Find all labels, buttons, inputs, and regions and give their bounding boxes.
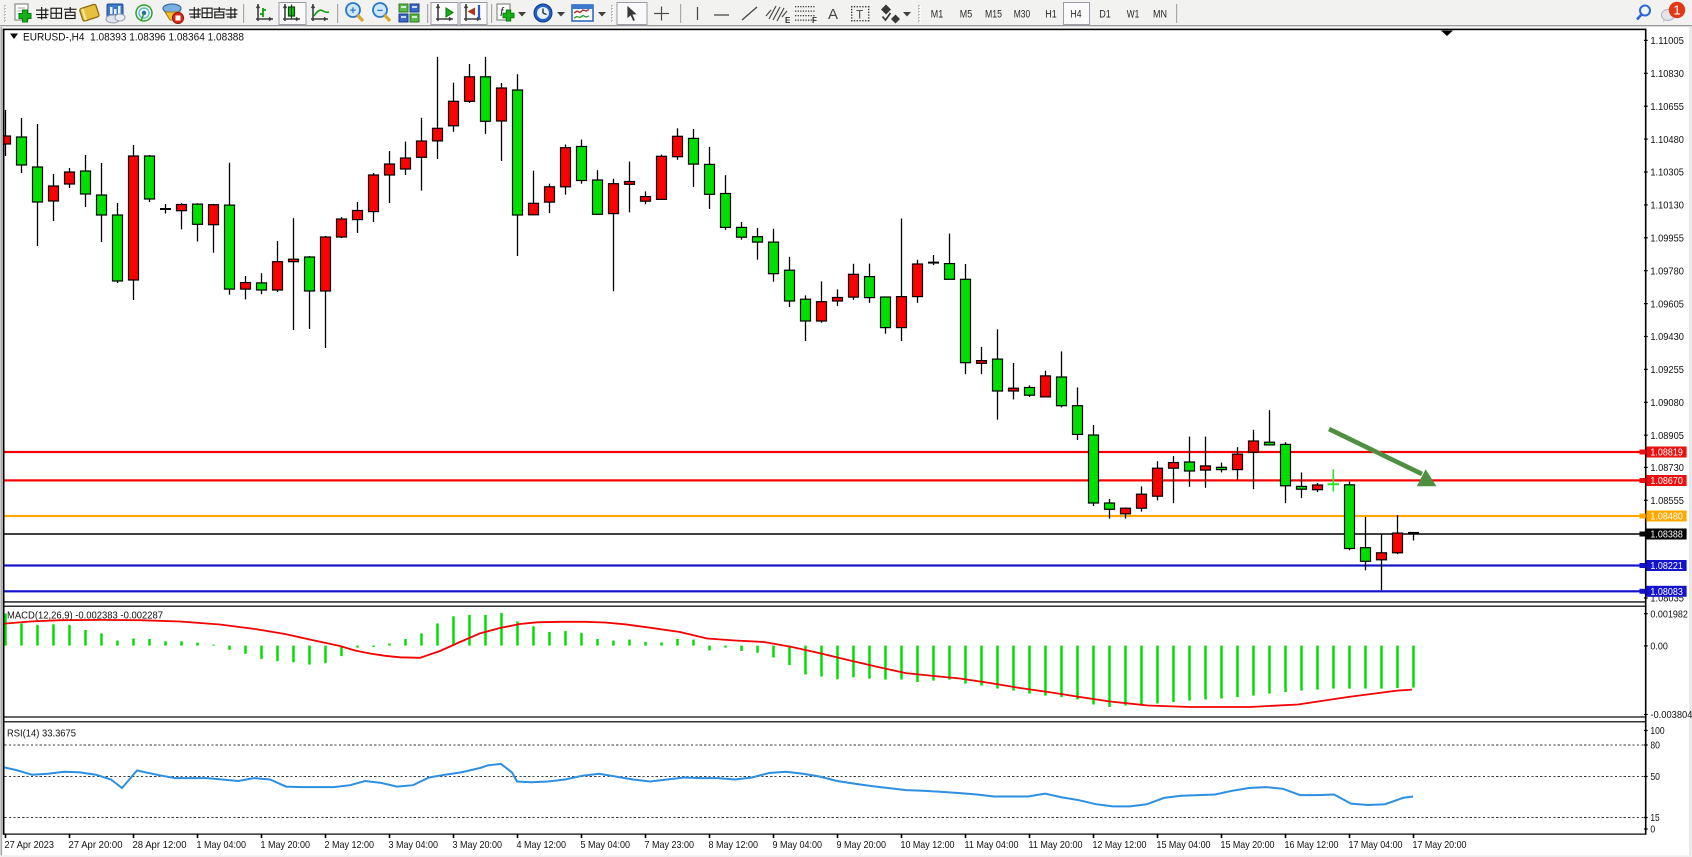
svg-text:15: 15 <box>1650 813 1660 824</box>
svg-text:16 May 12:00: 16 May 12:00 <box>1285 840 1339 851</box>
svg-text:0.001982: 0.001982 <box>1650 609 1688 620</box>
svg-text:50: 50 <box>1650 772 1660 783</box>
svg-text:W1: W1 <box>1127 9 1140 21</box>
svg-text:11 May 20:00: 11 May 20:00 <box>1029 840 1083 851</box>
svg-text:1.10130: 1.10130 <box>1650 201 1684 212</box>
svg-text:1 May 04:00: 1 May 04:00 <box>197 840 247 851</box>
svg-text:1.09605: 1.09605 <box>1650 299 1684 310</box>
svg-text:1.09430: 1.09430 <box>1650 332 1684 343</box>
svg-text:15 May 20:00: 15 May 20:00 <box>1221 840 1275 851</box>
svg-text:1.10480: 1.10480 <box>1650 135 1684 146</box>
svg-text:1.08555: 1.08555 <box>1650 496 1684 507</box>
svg-text:3 May 04:00: 3 May 04:00 <box>389 840 439 851</box>
svg-text:E: E <box>785 16 791 25</box>
svg-text:5 May 04:00: 5 May 04:00 <box>581 840 631 851</box>
svg-text:9 May 20:00: 9 May 20:00 <box>837 840 887 851</box>
svg-text:H4: H4 <box>1071 9 1082 21</box>
svg-text:1.09955: 1.09955 <box>1650 234 1684 245</box>
svg-text:1.10655: 1.10655 <box>1650 102 1684 113</box>
svg-text:A: A <box>828 6 838 23</box>
svg-text:1.11005: 1.11005 <box>1650 36 1684 47</box>
svg-text:EURUSD-,H4 1.08393 1.08396 1.: EURUSD-,H4 1.08393 1.08396 1.08364 1.083… <box>23 31 244 43</box>
svg-text:1.08730: 1.08730 <box>1650 463 1684 474</box>
svg-text:1.08480: 1.08480 <box>1650 512 1683 523</box>
svg-text:D1: D1 <box>1099 9 1111 21</box>
svg-text:1.10830: 1.10830 <box>1650 69 1684 80</box>
svg-text:MN: MN <box>1153 9 1167 21</box>
svg-text:RSI(14) 33.3675: RSI(14) 33.3675 <box>7 729 76 740</box>
svg-text:T: T <box>856 8 864 22</box>
svg-text:10 May 12:00: 10 May 12:00 <box>901 840 955 851</box>
svg-text:11 May 04:00: 11 May 04:00 <box>965 840 1019 851</box>
svg-text:1.08905: 1.08905 <box>1650 431 1684 442</box>
svg-text:1.08819: 1.08819 <box>1650 448 1683 459</box>
svg-text:80: 80 <box>1650 741 1660 752</box>
svg-text:1.09080: 1.09080 <box>1650 398 1684 409</box>
svg-text:MACD(12,26,9) -0.002383 -0.002: MACD(12,26,9) -0.002383 -0.002287 <box>7 611 163 622</box>
svg-text:M15: M15 <box>985 9 1002 21</box>
svg-text:H1: H1 <box>1045 9 1057 21</box>
svg-text:0.00: 0.00 <box>1650 642 1668 653</box>
svg-text:1.08035: 1.08035 <box>1650 594 1684 605</box>
svg-text:1.08083: 1.08083 <box>1650 587 1683 598</box>
svg-text:12 May 12:00: 12 May 12:00 <box>1093 840 1147 851</box>
svg-text:2 May 12:00: 2 May 12:00 <box>325 840 375 851</box>
svg-text:1.10305: 1.10305 <box>1650 168 1684 179</box>
svg-text:17 May 04:00: 17 May 04:00 <box>1349 840 1403 851</box>
svg-text:-0.003804: -0.003804 <box>1650 710 1692 721</box>
svg-text:1.09255: 1.09255 <box>1650 365 1684 376</box>
svg-text:1: 1 <box>1673 3 1680 18</box>
svg-text:−: − <box>377 5 383 17</box>
svg-text:F: F <box>812 16 817 25</box>
svg-text:+: + <box>350 5 356 17</box>
svg-text:8 May 12:00: 8 May 12:00 <box>709 840 759 851</box>
svg-text:f: f <box>500 5 505 19</box>
svg-text:1.09780: 1.09780 <box>1650 266 1684 277</box>
svg-text:27 Apr 2023: 27 Apr 2023 <box>5 840 55 851</box>
svg-text:M1: M1 <box>931 9 943 21</box>
svg-text:9 May 04:00: 9 May 04:00 <box>773 840 823 851</box>
svg-text:17 May 20:00: 17 May 20:00 <box>1413 840 1467 851</box>
svg-text:3 May 20:00: 3 May 20:00 <box>453 840 503 851</box>
svg-text:1.08221: 1.08221 <box>1650 561 1683 572</box>
svg-text:27 Apr 20:00: 27 Apr 20:00 <box>69 840 123 851</box>
svg-text:28 Apr 12:00: 28 Apr 12:00 <box>133 840 187 851</box>
svg-text:15 May 04:00: 15 May 04:00 <box>1157 840 1211 851</box>
svg-text:4 May 12:00: 4 May 12:00 <box>517 840 567 851</box>
svg-text:0: 0 <box>1650 825 1655 836</box>
svg-text:1.08670: 1.08670 <box>1650 476 1683 487</box>
svg-text:100: 100 <box>1650 726 1664 737</box>
svg-text:1.08388: 1.08388 <box>1650 530 1683 541</box>
svg-text:M30: M30 <box>1014 9 1031 21</box>
svg-text:M5: M5 <box>960 9 972 21</box>
svg-text:1 May 20:00: 1 May 20:00 <box>261 840 311 851</box>
svg-text:7 May 23:00: 7 May 23:00 <box>645 840 695 851</box>
